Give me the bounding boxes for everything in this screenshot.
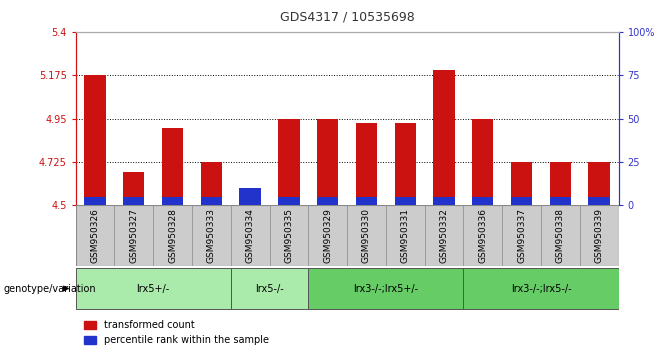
Bar [240, 204, 261, 205]
Text: lrx3-/-;lrx5-/-: lrx3-/-;lrx5-/- [511, 284, 571, 293]
Text: GSM950332: GSM950332 [440, 208, 449, 263]
Bar [201, 162, 222, 205]
Bar [588, 162, 610, 205]
Text: GSM950338: GSM950338 [556, 208, 565, 263]
Text: GSM950339: GSM950339 [595, 208, 603, 263]
Bar [317, 197, 338, 205]
Bar [278, 119, 299, 205]
Text: GDS4317 / 10535698: GDS4317 / 10535698 [280, 11, 415, 24]
Bar [356, 197, 377, 205]
Bar [511, 197, 532, 205]
Bar [309, 268, 463, 309]
Text: genotype/variation: genotype/variation [3, 284, 96, 293]
Text: GSM950334: GSM950334 [245, 208, 255, 263]
Bar [240, 188, 261, 205]
Text: GSM950335: GSM950335 [284, 208, 293, 263]
Bar [356, 124, 377, 205]
Bar [123, 197, 145, 205]
Bar [434, 197, 455, 205]
Bar [511, 162, 532, 205]
Text: lrx5-/-: lrx5-/- [255, 284, 284, 293]
Bar [549, 162, 571, 205]
Text: lrx5+/-: lrx5+/- [137, 284, 170, 293]
Bar [395, 197, 416, 205]
Bar [278, 197, 299, 205]
Legend: transformed count, percentile rank within the sample: transformed count, percentile rank withi… [80, 316, 273, 349]
Bar [317, 119, 338, 205]
Text: GSM950327: GSM950327 [130, 208, 138, 263]
Bar [588, 197, 610, 205]
Text: lrx3-/-;lrx5+/-: lrx3-/-;lrx5+/- [353, 284, 418, 293]
Bar [463, 268, 619, 309]
Bar [395, 124, 416, 205]
Bar [162, 197, 184, 205]
Text: GSM950333: GSM950333 [207, 208, 216, 263]
Text: GSM950330: GSM950330 [362, 208, 371, 263]
Bar [123, 172, 145, 205]
Text: GSM950329: GSM950329 [323, 208, 332, 263]
Bar [472, 119, 494, 205]
Bar [434, 70, 455, 205]
Bar [549, 197, 571, 205]
Bar [162, 128, 184, 205]
Bar [472, 197, 494, 205]
Text: GSM950336: GSM950336 [478, 208, 488, 263]
Bar [76, 268, 231, 309]
Bar [231, 268, 309, 309]
Bar [201, 197, 222, 205]
Text: GSM950326: GSM950326 [91, 208, 99, 263]
Text: GSM950328: GSM950328 [168, 208, 177, 263]
Bar [84, 197, 106, 205]
Text: GSM950337: GSM950337 [517, 208, 526, 263]
Bar [84, 75, 106, 205]
Text: GSM950331: GSM950331 [401, 208, 410, 263]
